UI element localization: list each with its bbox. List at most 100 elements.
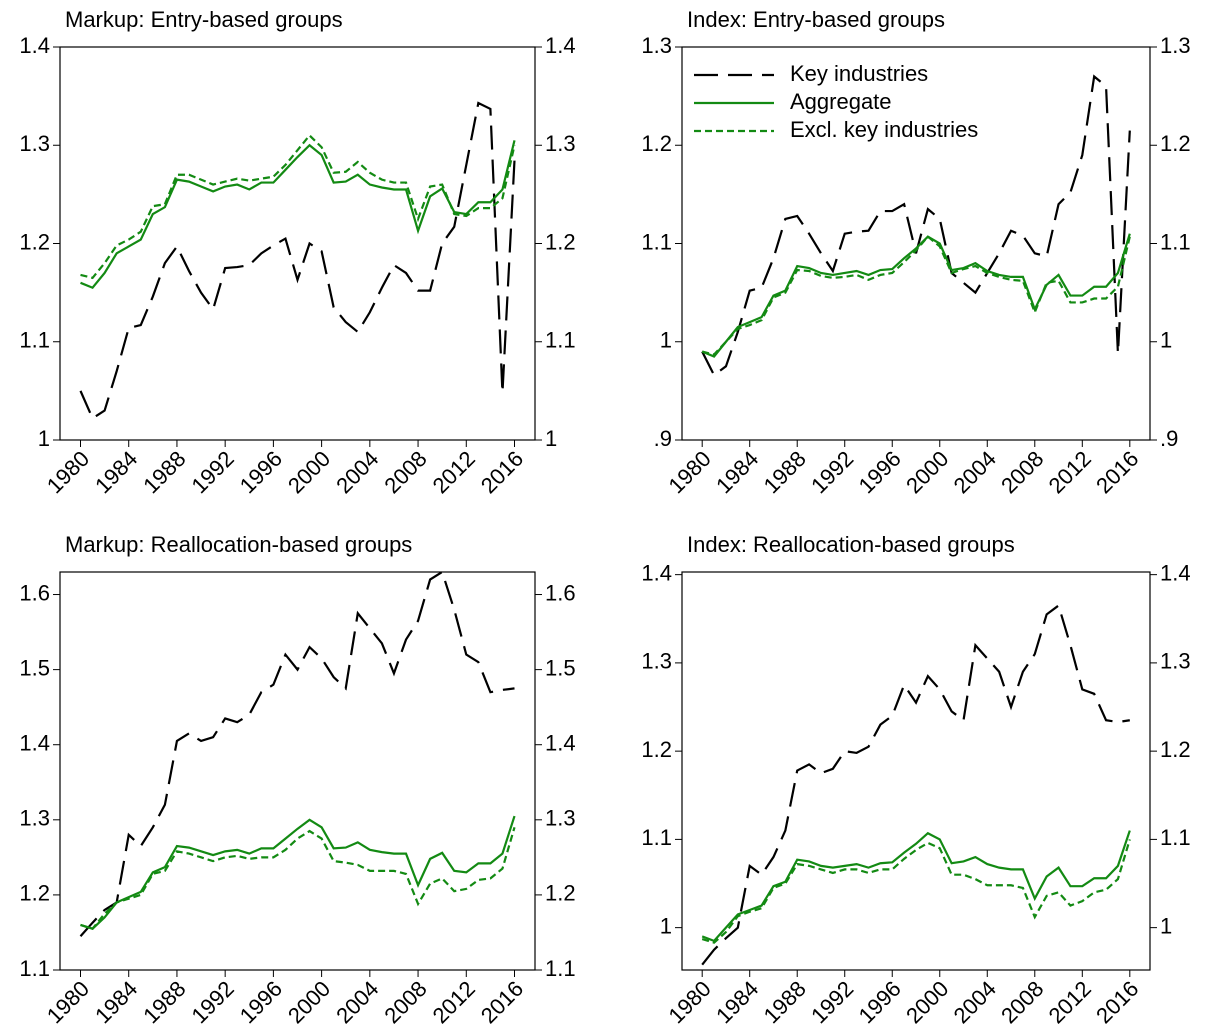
x-tick-label: 1996	[854, 446, 906, 498]
x-tick-label: 1988	[759, 976, 811, 1028]
y2-tick-label: 1	[545, 426, 557, 451]
y2-tick-label: 1.1	[545, 328, 576, 353]
x-tick-label: 2004	[331, 446, 383, 498]
y-tick-label: 1.3	[641, 33, 672, 58]
y-tick-label: 1.3	[641, 649, 672, 674]
y-tick-label: 1.2	[641, 737, 672, 762]
plot-frame	[59, 571, 536, 971]
y-tick-label: 1.6	[19, 580, 50, 605]
plot-frame	[59, 46, 536, 441]
y-tick-label: 1	[660, 328, 672, 353]
y2-tick-label: 1.3	[1160, 649, 1191, 674]
x-tick-label: 2016	[476, 446, 528, 498]
x-tick-label: 2000	[283, 446, 335, 498]
y2-tick-label: 1.2	[1160, 737, 1191, 762]
chart-title: Markup: Entry-based groups	[65, 7, 343, 32]
y-tick-label: 1.3	[19, 131, 50, 156]
series-line	[701, 839, 1131, 944]
series-line	[701, 235, 1131, 356]
x-tick-label: 1992	[806, 976, 858, 1028]
x-tick-label: 2000	[901, 446, 953, 498]
chart-title: Index: Entry-based groups	[687, 7, 945, 32]
x-tick-label: 2004	[949, 976, 1001, 1028]
y-tick-label: 1.3	[19, 806, 50, 831]
x-tick-label: 1980	[664, 446, 716, 498]
x-tick-label: 1980	[42, 976, 94, 1028]
y-tick-label: 1.2	[19, 229, 50, 254]
y-tick-label: 1	[660, 913, 672, 938]
y2-tick-label: 1.3	[545, 806, 576, 831]
y2-tick-label: 1.2	[545, 881, 576, 906]
y2-tick-label: 1.3	[1160, 33, 1191, 58]
x-tick-label: 2008	[996, 446, 1048, 498]
x-tick-label: 1980	[664, 976, 716, 1028]
y-tick-label: 1.2	[641, 131, 672, 156]
y2-tick-label: 1.3	[545, 131, 576, 156]
y2-tick-label: 1.1	[1160, 229, 1191, 254]
y2-tick-label: 1.4	[1160, 560, 1191, 585]
x-tick-label: 2012	[428, 976, 480, 1028]
legend-label: Aggregate	[790, 89, 892, 114]
y-tick-label: 1.4	[641, 560, 672, 585]
x-tick-label: 1988	[759, 446, 811, 498]
x-tick-label: 1984	[711, 976, 763, 1028]
series-line	[701, 74, 1131, 377]
x-tick-label: 1984	[90, 446, 142, 498]
x-tick-label: 2016	[1091, 446, 1143, 498]
x-tick-label: 2004	[949, 446, 1001, 498]
y2-tick-label: 1.5	[545, 655, 576, 680]
y-tick-label: 1.5	[19, 655, 50, 680]
x-tick-label: 1980	[42, 446, 94, 498]
y2-tick-label: 1.2	[1160, 131, 1191, 156]
x-tick-label: 2008	[379, 446, 431, 498]
y2-tick-label: .9	[1160, 426, 1178, 451]
series-line	[701, 233, 1131, 358]
y2-tick-label: 1.2	[545, 229, 576, 254]
y2-tick-label: 1	[1160, 913, 1172, 938]
x-tick-label: 2016	[476, 976, 528, 1028]
series-line	[80, 140, 516, 290]
y2-tick-label: 1.4	[545, 33, 576, 58]
chart-title: Markup: Reallocation-based groups	[65, 532, 412, 557]
x-tick-label: 1996	[235, 446, 287, 498]
x-tick-label: 1996	[235, 976, 287, 1028]
series-line	[80, 133, 516, 280]
x-tick-label: 2008	[379, 976, 431, 1028]
x-tick-label: 2008	[996, 976, 1048, 1028]
y-tick-label: 1.1	[641, 825, 672, 850]
x-tick-label: 2016	[1091, 976, 1143, 1028]
y-tick-label: 1	[38, 426, 50, 451]
y-tick-label: 1.4	[19, 731, 50, 756]
x-tick-label: 1992	[806, 446, 858, 498]
x-tick-label: 2004	[331, 976, 383, 1028]
x-tick-label: 1988	[138, 446, 190, 498]
x-tick-label: 2000	[901, 976, 953, 1028]
chart-title: Index: Reallocation-based groups	[687, 532, 1015, 557]
x-tick-label: 1992	[187, 446, 239, 498]
y-tick-label: .9	[654, 426, 672, 451]
y2-tick-label: 1.4	[545, 731, 576, 756]
series-line	[701, 603, 1130, 966]
y-tick-label: 1.1	[19, 328, 50, 353]
legend-label: Excl. key industries	[790, 117, 978, 142]
series-line	[79, 101, 516, 421]
plot-frame	[681, 571, 1151, 971]
x-tick-label: 2000	[283, 976, 335, 1028]
series-line	[80, 815, 516, 930]
series-line	[701, 830, 1131, 943]
series-line	[80, 827, 516, 930]
x-tick-label: 2012	[1044, 976, 1096, 1028]
legend-label: Key industries	[790, 61, 928, 86]
x-tick-label: 1992	[187, 976, 239, 1028]
x-tick-label: 2012	[428, 446, 480, 498]
x-tick-label: 2012	[1044, 446, 1096, 498]
y2-tick-label: 1.6	[545, 580, 576, 605]
y-tick-label: 1.2	[19, 881, 50, 906]
x-tick-label: 1996	[854, 976, 906, 1028]
x-tick-label: 1984	[711, 446, 763, 498]
y-tick-label: 1.1	[641, 229, 672, 254]
y2-tick-label: 1	[1160, 328, 1172, 353]
y-tick-label: 1.1	[19, 956, 50, 981]
series-line	[79, 570, 515, 937]
